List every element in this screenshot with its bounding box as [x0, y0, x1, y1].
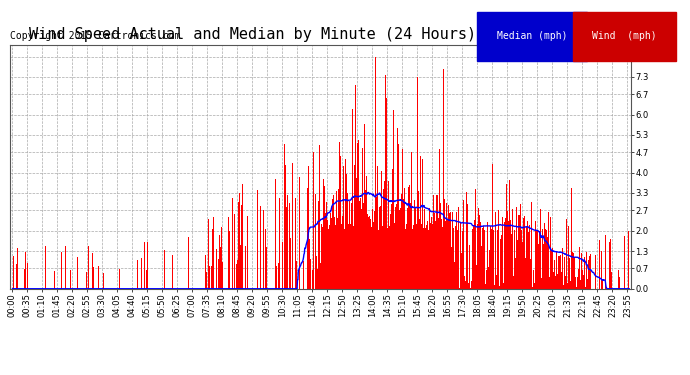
- Text: Wind  (mph): Wind (mph): [592, 32, 657, 41]
- Title: Wind Speed Actual and Median by Minute (24 Hours) (Old) 20150809: Wind Speed Actual and Median by Minute (…: [29, 27, 613, 42]
- Text: Median (mph): Median (mph): [497, 32, 567, 41]
- Text: Copyright 2015 Cartronics.com: Copyright 2015 Cartronics.com: [10, 32, 181, 41]
